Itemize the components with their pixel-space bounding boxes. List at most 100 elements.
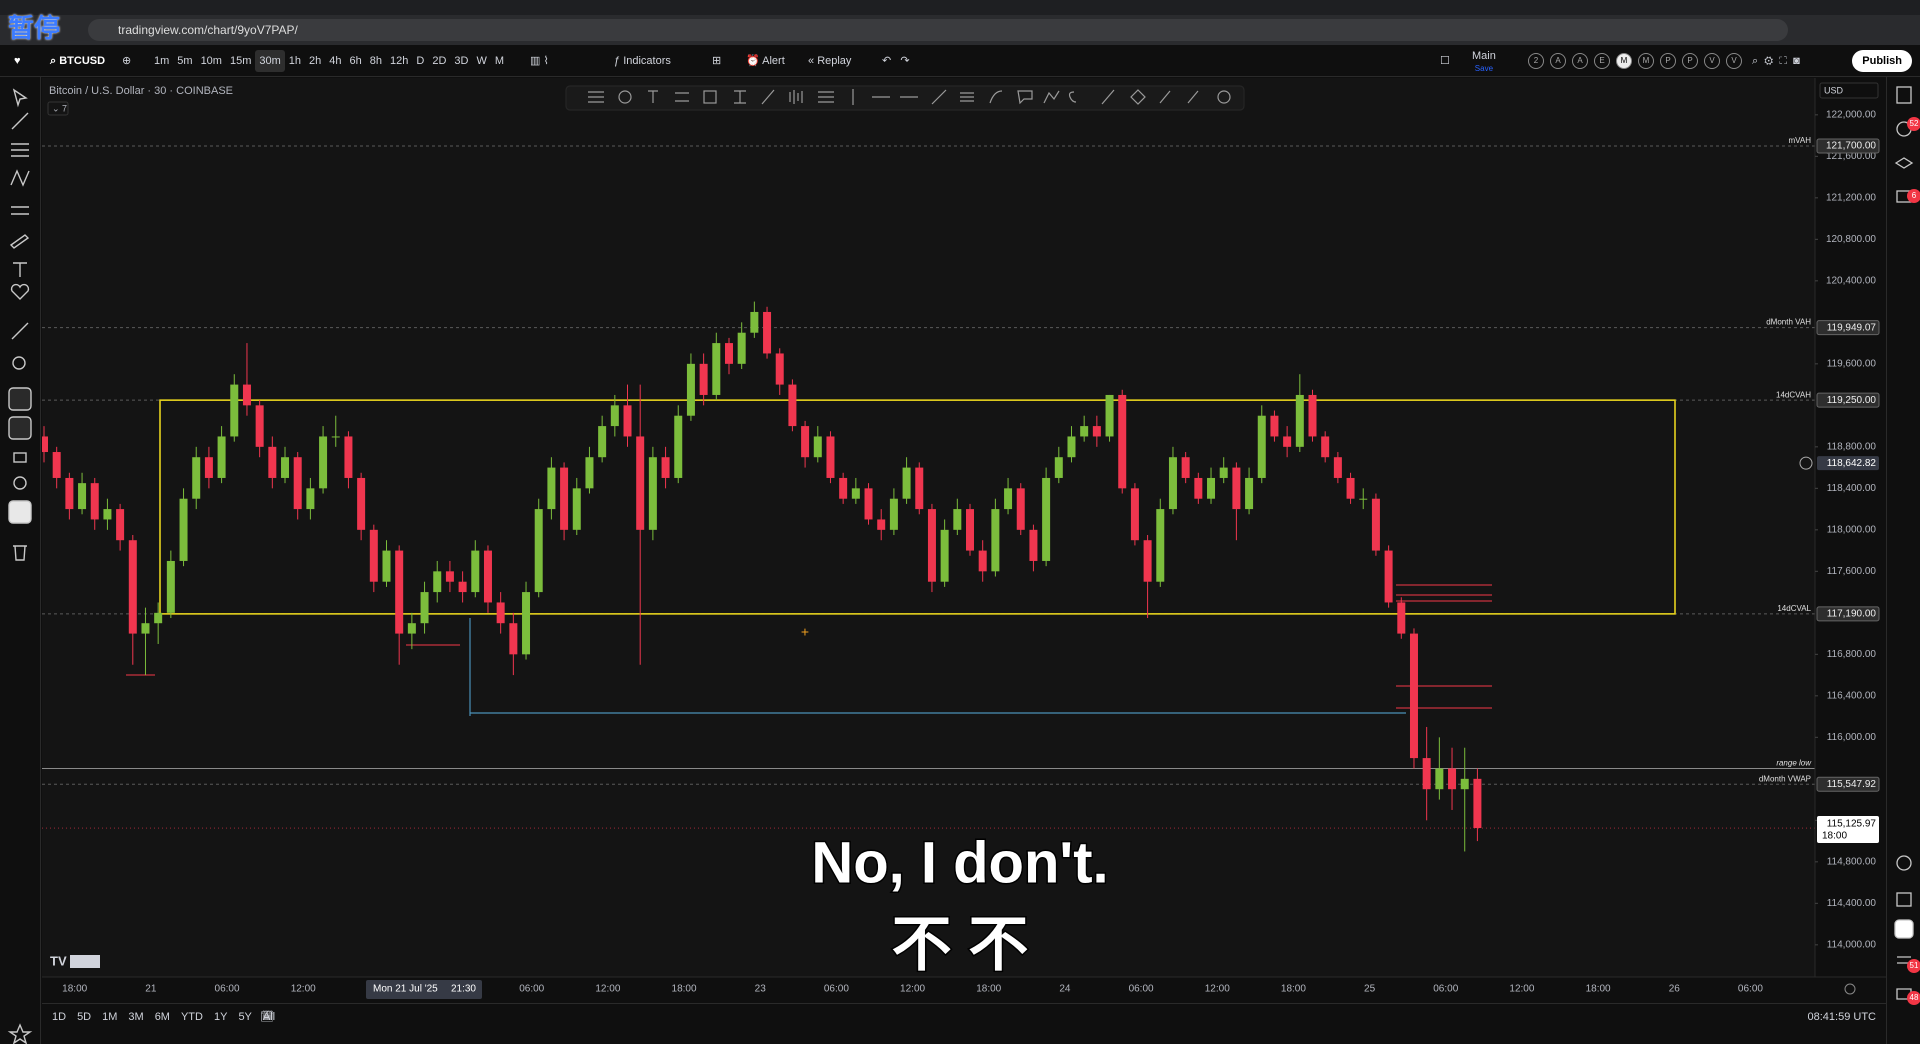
- range-button[interactable]: 6M: [154, 1011, 170, 1023]
- compare[interactable]: ⊕: [122, 55, 132, 67]
- symbol[interactable]: ⌕ BTCUSD: [50, 55, 106, 67]
- cursor-icon[interactable]: [12, 88, 28, 108]
- interval[interactable]: 2h: [309, 55, 322, 67]
- fav-icon[interactable]: [931, 89, 947, 105]
- letter-button[interactable]: V: [1726, 53, 1742, 69]
- letter-button[interactable]: E: [1594, 53, 1610, 69]
- undo-redo[interactable]: ↶ ↷: [882, 55, 910, 67]
- layers-icon[interactable]: [1894, 157, 1914, 169]
- interval[interactable]: 30m: [255, 50, 285, 72]
- fav-icon[interactable]: [648, 90, 658, 103]
- fib-icon[interactable]: [11, 143, 29, 157]
- target-icon[interactable]: [1896, 855, 1912, 871]
- interval[interactable]: W: [476, 55, 487, 67]
- candle-body: [179, 498, 188, 561]
- interval[interactable]: M: [494, 55, 505, 67]
- fav-icon[interactable]: [1159, 90, 1171, 104]
- fav-icon[interactable]: [818, 91, 834, 103]
- range-button[interactable]: 1M: [102, 1011, 118, 1023]
- stay-drawing-icon[interactable]: [8, 416, 32, 440]
- candle-body: [623, 405, 632, 437]
- interval[interactable]: D: [416, 55, 425, 67]
- logo[interactable]: ♥: [14, 55, 21, 67]
- interval[interactable]: 15m: [229, 55, 252, 67]
- range-button[interactable]: All: [262, 1011, 276, 1023]
- interval[interactable]: 12h: [390, 55, 409, 67]
- letter-button[interactable]: V: [1704, 53, 1720, 69]
- fav-icon[interactable]: [789, 90, 803, 104]
- interval[interactable]: 1h: [288, 55, 302, 67]
- time-settings[interactable]: [1844, 983, 1856, 995]
- pattern-icon[interactable]: [10, 169, 30, 187]
- range-button[interactable]: 5Y: [238, 1011, 252, 1023]
- star-icon[interactable]: [7, 1023, 33, 1044]
- fav-icon[interactable]: [618, 90, 632, 104]
- fav-icon[interactable]: [734, 90, 746, 104]
- text-icon[interactable]: [13, 262, 27, 277]
- toolbar-icons[interactable]: ⌕ ⚙ ⛶ ◙: [1752, 55, 1800, 67]
- checkbox[interactable]: ☐: [1440, 55, 1450, 67]
- letter-button[interactable]: A: [1550, 53, 1566, 69]
- fav-icon[interactable]: [1017, 90, 1033, 105]
- fav-icon[interactable]: [703, 90, 717, 104]
- projection-icon[interactable]: [11, 206, 29, 215]
- fav-icon[interactable]: [761, 89, 775, 105]
- letter-button[interactable]: P: [1682, 53, 1698, 69]
- line-icon[interactable]: [11, 112, 29, 130]
- fav-icon[interactable]: [675, 92, 689, 102]
- fav-icon[interactable]: [588, 91, 604, 103]
- fav-icon[interactable]: [1217, 90, 1231, 104]
- letter-button[interactable]: M: [1616, 53, 1632, 69]
- interval[interactable]: 10m: [200, 55, 222, 67]
- clock[interactable]: 08:41:59 UTC: [1807, 1011, 1876, 1023]
- magnet-icon[interactable]: [8, 387, 32, 411]
- currency-select[interactable]: [1819, 82, 1879, 99]
- watchlist-icon[interactable]: [1896, 86, 1912, 104]
- fav-icon[interactable]: [1068, 91, 1077, 103]
- interval[interactable]: 8h: [369, 55, 383, 67]
- interval[interactable]: 6h: [349, 55, 362, 67]
- publish-button[interactable]: Publish: [1852, 50, 1912, 72]
- fav-icon[interactable]: [1043, 90, 1060, 104]
- alert-button[interactable]: ⏰ Alert: [746, 55, 785, 67]
- ruler-icon[interactable]: [11, 322, 29, 340]
- link-icon[interactable]: [8, 500, 32, 524]
- range-button[interactable]: 1Y: [213, 1011, 228, 1023]
- fav-icon[interactable]: [1187, 90, 1199, 104]
- trash-icon[interactable]: [13, 545, 27, 561]
- indicator-toggle[interactable]: [47, 101, 69, 116]
- fav-icon[interactable]: [960, 92, 974, 102]
- layout-grid[interactable]: ⊞: [712, 55, 722, 67]
- range-button[interactable]: 3M: [128, 1011, 144, 1023]
- fav-icon[interactable]: [989, 90, 1003, 104]
- grid-icon[interactable]: [1894, 919, 1914, 939]
- replay-button[interactable]: « Replay: [808, 55, 852, 67]
- url-field[interactable]: tradingview.com/chart/9yoV7PAP/: [88, 19, 1788, 41]
- letter-button[interactable]: P: [1660, 53, 1676, 69]
- lock-icon[interactable]: [13, 452, 27, 463]
- fav-icon[interactable]: [1130, 89, 1146, 105]
- range-button[interactable]: YTD: [180, 1011, 203, 1023]
- brush-icon[interactable]: [9, 234, 30, 249]
- date-range-icon[interactable]: 🗓: [260, 1011, 274, 1023]
- interval[interactable]: 5m: [177, 55, 193, 67]
- eye-icon[interactable]: [13, 476, 27, 490]
- calendar-icon[interactable]: [1896, 892, 1912, 907]
- letter-button[interactable]: 2: [1528, 53, 1544, 69]
- fav-icon[interactable]: [1101, 89, 1115, 105]
- zoom-icon[interactable]: [12, 356, 26, 370]
- range-button[interactable]: 1D: [52, 1011, 67, 1023]
- interval[interactable]: 3D: [454, 55, 469, 67]
- letter-button[interactable]: A: [1572, 53, 1588, 69]
- interval[interactable]: 1m: [154, 55, 170, 67]
- indicators-button[interactable]: ƒ Indicators: [614, 55, 671, 67]
- layout-name[interactable]: Main Save: [1472, 50, 1496, 75]
- range-button[interactable]: 5D: [77, 1011, 92, 1023]
- heart-icon[interactable]: [10, 283, 30, 300]
- chart-type[interactable]: ▥ ⌇: [530, 55, 549, 67]
- candle-body: [1105, 394, 1114, 437]
- letter-button[interactable]: M: [1638, 53, 1654, 69]
- interval[interactable]: 2D: [432, 55, 447, 67]
- interval[interactable]: 4h: [329, 55, 342, 67]
